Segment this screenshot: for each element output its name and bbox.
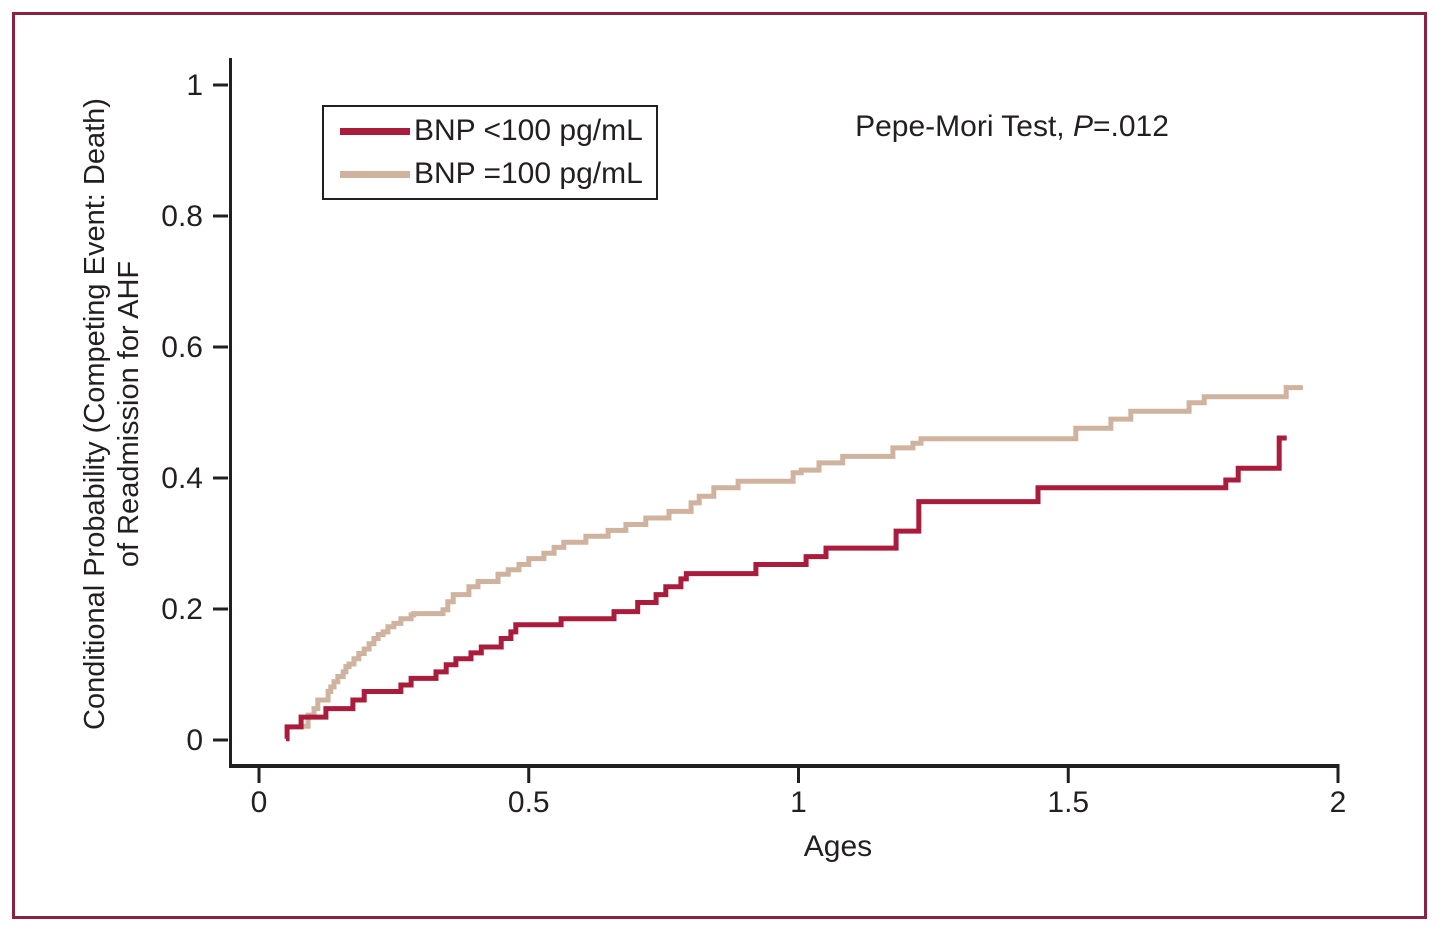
y-axis-title: Conditional Probability (Competing Event…	[78, 64, 150, 764]
y-tick-label: 0.6	[161, 331, 203, 364]
y-tick-label: 0.8	[161, 200, 203, 233]
series-curve-1-bnp-lt100	[284, 435, 1287, 742]
legend-line-swatch-bnp-ge100	[340, 170, 410, 178]
x-tick-label: 2	[1330, 786, 1347, 819]
annotation-value: =.012	[1092, 110, 1169, 143]
y-tick-label: 1	[186, 69, 203, 102]
y-tick-label: 0	[186, 724, 203, 757]
x-tick-label: 1.5	[1047, 786, 1089, 819]
legend-line-swatch-bnp-lt100	[340, 127, 410, 135]
y-axis-title-line-1: Conditional Probability (Competing Event…	[79, 98, 111, 730]
series-curve-0-bnp-ge100	[300, 385, 1303, 729]
legend-box: BNP <100 pg/mL BNP =100 pg/mL	[322, 105, 658, 200]
legend-item-bnp-lt100: BNP <100 pg/mL	[340, 114, 656, 148]
legend-item-bnp-ge100: BNP =100 pg/mL	[340, 157, 656, 191]
y-tick-label: 0.4	[161, 462, 203, 495]
annotation-p-symbol: P	[1072, 110, 1093, 143]
x-tick-label: 0	[251, 786, 268, 819]
x-axis-title: Ages	[803, 830, 873, 863]
y-axis-title-line-2: of Readmission for AHF	[113, 260, 145, 568]
pepe-mori-annotation: Pepe-Mori Test, P=.012	[855, 110, 1169, 144]
annotation-prefix: Pepe-Mori Test,	[855, 110, 1073, 143]
x-tick-label: 0.5	[508, 786, 550, 819]
legend-label-bnp-ge100: BNP =100 pg/mL	[414, 157, 643, 190]
legend-label-bnp-lt100: BNP <100 pg/mL	[414, 114, 643, 147]
x-tick-label: 1	[790, 786, 807, 819]
y-tick-label: 0.2	[161, 593, 203, 626]
